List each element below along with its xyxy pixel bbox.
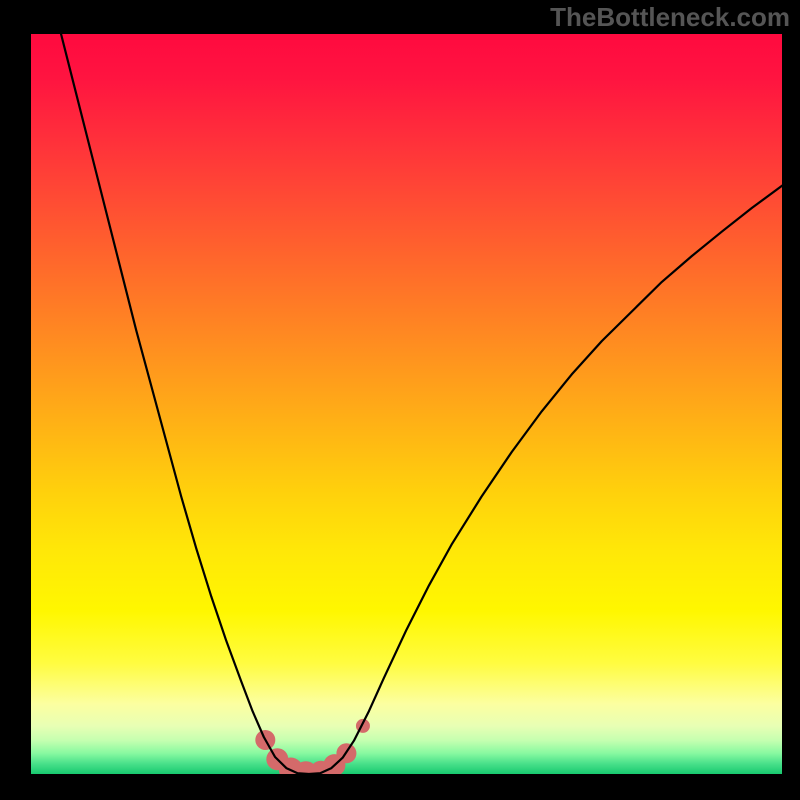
watermark-label: TheBottleneck.com	[550, 2, 790, 33]
chart-overlay	[0, 0, 800, 800]
bottleneck-curve	[61, 34, 782, 774]
